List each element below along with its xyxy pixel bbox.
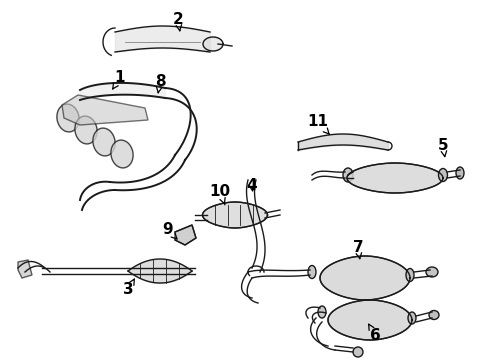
Ellipse shape (75, 116, 97, 144)
Ellipse shape (426, 267, 438, 277)
Ellipse shape (57, 104, 79, 132)
Text: 1: 1 (113, 71, 125, 89)
Text: 7: 7 (353, 240, 363, 259)
Ellipse shape (408, 312, 416, 324)
Text: 10: 10 (209, 184, 231, 205)
Polygon shape (62, 95, 148, 125)
Text: 3: 3 (122, 279, 134, 297)
Ellipse shape (93, 128, 115, 156)
Polygon shape (203, 37, 223, 51)
Polygon shape (320, 256, 410, 300)
Ellipse shape (429, 310, 439, 320)
Ellipse shape (456, 167, 464, 179)
Text: 4: 4 (246, 177, 257, 193)
Text: 11: 11 (308, 114, 329, 134)
Ellipse shape (439, 168, 447, 181)
Polygon shape (18, 260, 32, 278)
Ellipse shape (111, 140, 133, 168)
Text: 5: 5 (438, 138, 448, 157)
Ellipse shape (308, 266, 316, 279)
Circle shape (353, 347, 363, 357)
Polygon shape (347, 163, 443, 193)
Text: 2: 2 (172, 13, 183, 31)
Ellipse shape (406, 269, 414, 282)
Text: 9: 9 (163, 222, 177, 239)
Text: 6: 6 (368, 324, 380, 342)
Polygon shape (202, 202, 268, 228)
Polygon shape (175, 225, 196, 245)
Polygon shape (328, 300, 412, 340)
Ellipse shape (343, 168, 353, 182)
Text: 8: 8 (155, 75, 165, 93)
Ellipse shape (318, 306, 326, 318)
